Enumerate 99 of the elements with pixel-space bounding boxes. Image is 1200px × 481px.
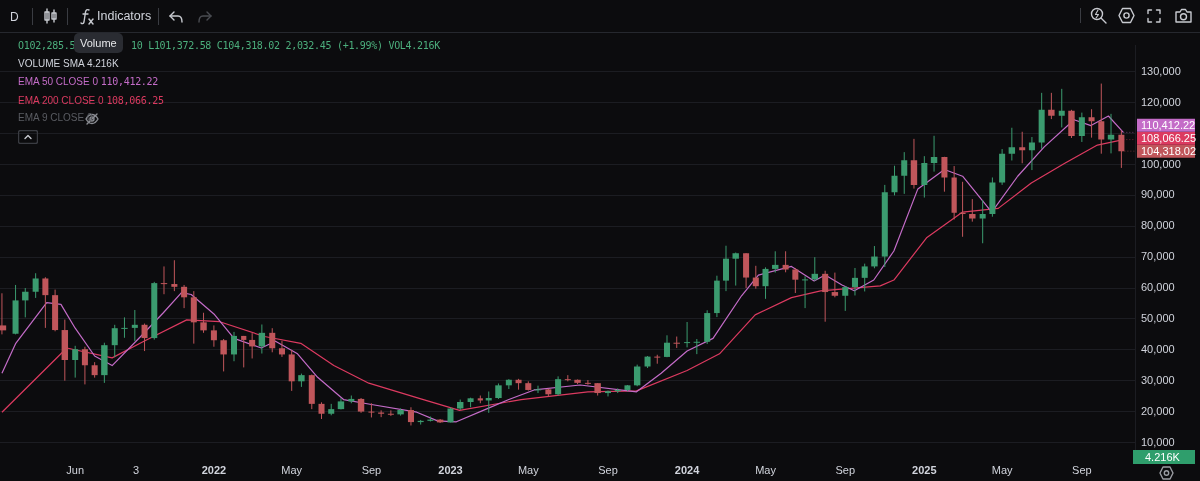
y-tick-label: 10,000 xyxy=(1141,435,1175,448)
y-tick-label: 100,000 xyxy=(1141,157,1181,170)
x-tick-label: 2024 xyxy=(674,463,701,476)
candlestick xyxy=(42,276,49,329)
candlestick xyxy=(181,284,188,309)
candlestick xyxy=(72,345,79,379)
candlestick xyxy=(1118,130,1125,169)
x-tick-label: 3 xyxy=(133,463,140,476)
candlestick xyxy=(220,338,227,372)
y-tick-label: 30,000 xyxy=(1141,373,1175,386)
candlestick xyxy=(407,406,414,426)
candlestick xyxy=(1058,88,1065,128)
candlestick xyxy=(891,165,898,196)
candlestick xyxy=(269,327,276,353)
candlestick xyxy=(171,259,178,292)
candlestick xyxy=(772,250,779,274)
x-tick-label: May xyxy=(281,463,303,476)
candlestick xyxy=(81,346,88,385)
candlestick xyxy=(1008,127,1016,161)
candlestick xyxy=(822,270,829,323)
candlestick xyxy=(969,198,976,223)
y-tick-label: 20,000 xyxy=(1141,404,1175,417)
candlestick xyxy=(941,156,948,193)
y-tick-label: 120,000 xyxy=(1141,95,1181,108)
candlestick xyxy=(249,332,256,359)
y-tick-label: 40,000 xyxy=(1141,342,1175,355)
candlestick xyxy=(930,135,938,173)
candlestick xyxy=(871,245,878,269)
annotation: Volume xyxy=(74,33,123,53)
annotation: O102,285.5 xyxy=(18,40,76,51)
candlestick xyxy=(762,266,769,300)
text: Indicators xyxy=(97,9,152,23)
y-tick-label: 80,000 xyxy=(1141,219,1175,232)
candlestick xyxy=(802,275,809,309)
candlestick xyxy=(1019,131,1026,164)
x-tick-label: Sep xyxy=(835,463,856,476)
x-tick-label: 2023 xyxy=(438,463,463,476)
x-tick-label: Sep xyxy=(1072,463,1092,476)
x-tick-label: 2022 xyxy=(201,463,227,476)
text: 108,066.25 xyxy=(106,95,164,106)
candlestick xyxy=(722,245,729,292)
text: 110,412.22 xyxy=(100,76,159,87)
candlestick xyxy=(673,336,680,349)
y-tick-label: 50,000 xyxy=(1141,311,1175,324)
candlestick xyxy=(605,390,612,397)
candlestick xyxy=(633,364,641,387)
candlestick xyxy=(210,324,217,348)
candlestick xyxy=(732,252,739,287)
y-tick-label: 60,000 xyxy=(1141,281,1175,294)
annotation: 110,412.22 xyxy=(1141,118,1196,131)
x-tick-label: 2025 xyxy=(912,463,937,476)
text: EMA 50 CLOSE 0 xyxy=(18,76,100,87)
candlestick xyxy=(111,324,118,358)
candlestick xyxy=(368,402,375,418)
candlestick xyxy=(1078,112,1085,143)
candlestick xyxy=(141,323,148,352)
candlestick xyxy=(831,272,839,298)
candlestick xyxy=(121,316,128,339)
candlestick xyxy=(241,335,247,368)
candlestick xyxy=(792,267,799,294)
y-tick-label: 70,000 xyxy=(1141,250,1175,263)
candlestick xyxy=(693,338,701,355)
candlestick xyxy=(278,340,285,358)
candlestick xyxy=(1098,83,1105,155)
text: EMA 200 CLOSE 0 xyxy=(18,95,105,106)
x-tick-label: May xyxy=(991,463,1014,476)
candlestick xyxy=(230,331,238,362)
candlestick xyxy=(160,265,168,295)
annotation: VOLUME SMA 4.216K xyxy=(18,58,119,69)
candlestick xyxy=(752,265,759,290)
candlestick xyxy=(258,323,266,355)
y-tick-label: 130,000 xyxy=(1141,64,1181,77)
y-tick-label: 90,000 xyxy=(1141,188,1175,201)
candlestick xyxy=(555,375,562,397)
candlestick xyxy=(684,321,691,348)
x-tick-label: Sep xyxy=(598,463,618,476)
candlestick xyxy=(901,151,908,195)
candlestick xyxy=(387,409,394,417)
candlestick xyxy=(534,385,542,394)
candlestick xyxy=(851,267,858,296)
x-tick-label: Sep xyxy=(361,463,382,476)
x-tick-label: Jun xyxy=(66,463,85,476)
x-tick-label: May xyxy=(517,463,540,476)
x-tick-label: May xyxy=(755,463,777,476)
candlestick xyxy=(842,285,849,312)
candlestick xyxy=(0,292,7,335)
candlestick xyxy=(861,263,868,292)
text: 4.216K xyxy=(1133,450,1195,464)
candlestick xyxy=(200,312,207,334)
candlestick xyxy=(1048,92,1055,120)
candlestick xyxy=(1088,108,1095,139)
candlestick xyxy=(32,272,39,299)
candlestick xyxy=(979,199,986,244)
candlestick xyxy=(584,379,591,386)
candlestick xyxy=(131,309,138,342)
annotation: 10 L101,372.58 C104,318.02 2,032.45 (+1.99%) VOL4.216K xyxy=(131,40,440,51)
text: D xyxy=(10,10,19,24)
candlestick xyxy=(921,155,928,199)
candlestick xyxy=(782,250,789,273)
